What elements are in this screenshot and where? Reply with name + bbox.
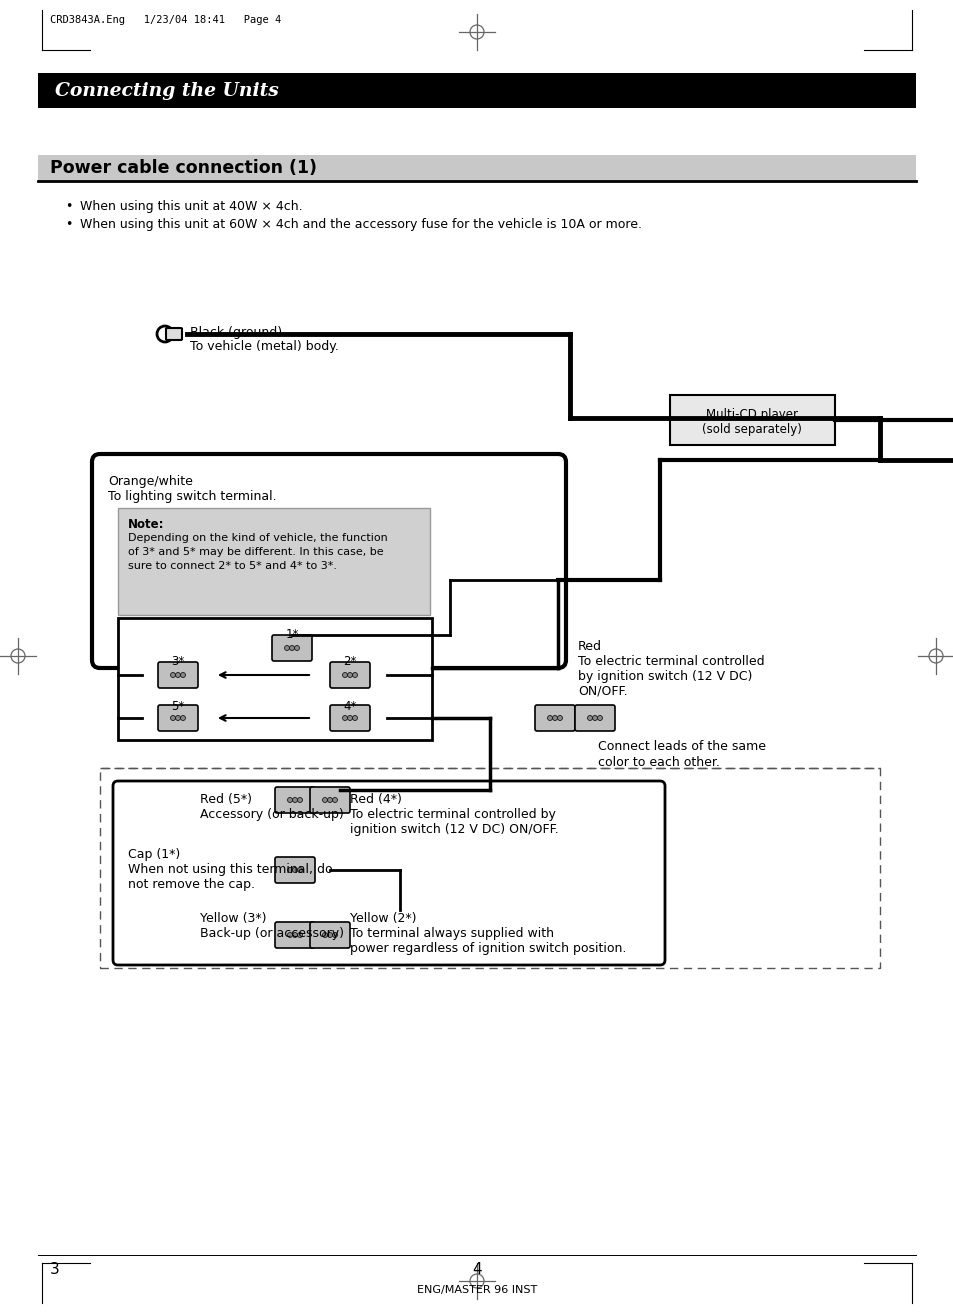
Text: To terminal always supplied with: To terminal always supplied with (350, 927, 554, 940)
Circle shape (175, 716, 180, 721)
Text: (sold separately): (sold separately) (701, 423, 801, 436)
Text: Yellow (2*): Yellow (2*) (350, 913, 416, 924)
Circle shape (547, 716, 552, 721)
Circle shape (327, 932, 333, 937)
Circle shape (289, 646, 294, 650)
Text: Note:: Note: (128, 519, 164, 530)
Text: To electric terminal controlled by: To electric terminal controlled by (350, 807, 556, 821)
Circle shape (333, 932, 337, 937)
Text: To vehicle (metal) body.: To vehicle (metal) body. (190, 340, 338, 353)
Circle shape (552, 716, 557, 721)
Bar (38, 155, 915, 181)
Bar (118, 508, 430, 614)
Text: •: • (65, 218, 72, 231)
Circle shape (342, 672, 347, 678)
FancyBboxPatch shape (575, 705, 615, 731)
Circle shape (327, 797, 333, 802)
Text: Back-up (or accessory): Back-up (or accessory) (200, 927, 344, 940)
FancyBboxPatch shape (158, 662, 198, 688)
Text: Yellow (3*): Yellow (3*) (200, 913, 266, 924)
Text: Accessory (or back-up): Accessory (or back-up) (200, 807, 343, 821)
Text: Cap (1*): Cap (1*) (128, 848, 180, 861)
Circle shape (352, 716, 357, 721)
Circle shape (287, 932, 293, 937)
Circle shape (322, 797, 327, 802)
Circle shape (287, 868, 293, 873)
Text: 3: 3 (50, 1262, 60, 1276)
Text: When using this unit at 60W × 4ch and the accessory fuse for the vehicle is 10A : When using this unit at 60W × 4ch and th… (80, 218, 641, 231)
FancyBboxPatch shape (166, 328, 182, 340)
Text: not remove the cap.: not remove the cap. (128, 878, 254, 892)
Text: Connecting the Units: Connecting the Units (55, 81, 278, 100)
Circle shape (347, 716, 352, 721)
Text: ignition switch (12 V DC) ON/OFF.: ignition switch (12 V DC) ON/OFF. (350, 823, 558, 836)
Bar (100, 768, 879, 968)
Circle shape (180, 672, 185, 678)
FancyBboxPatch shape (535, 705, 575, 731)
FancyBboxPatch shape (330, 662, 370, 688)
Text: color to each other.: color to each other. (598, 756, 720, 769)
FancyBboxPatch shape (112, 781, 664, 965)
Text: 3*: 3* (172, 655, 185, 668)
Text: 4*: 4* (343, 700, 356, 713)
FancyBboxPatch shape (274, 857, 314, 884)
Text: Connect leads of the same: Connect leads of the same (598, 741, 765, 752)
Circle shape (597, 716, 602, 721)
Circle shape (322, 932, 327, 937)
Text: ON/OFF.: ON/OFF. (578, 685, 627, 699)
Circle shape (333, 797, 337, 802)
Circle shape (347, 672, 352, 678)
Circle shape (171, 672, 175, 678)
Circle shape (294, 646, 299, 650)
Text: Red (5*): Red (5*) (200, 793, 252, 806)
Circle shape (175, 672, 180, 678)
Text: Depending on the kind of vehicle, the function
of 3* and 5* may be different. In: Depending on the kind of vehicle, the fu… (128, 533, 387, 571)
Text: 5*: 5* (172, 700, 185, 713)
Circle shape (293, 797, 297, 802)
FancyBboxPatch shape (330, 705, 370, 731)
Circle shape (293, 868, 297, 873)
Bar (669, 395, 834, 445)
Text: Red: Red (578, 639, 601, 653)
Text: Black (ground): Black (ground) (190, 326, 282, 339)
Text: Multi-CD player: Multi-CD player (705, 408, 797, 421)
Text: power regardless of ignition switch position.: power regardless of ignition switch posi… (350, 941, 626, 955)
FancyBboxPatch shape (91, 454, 565, 668)
Text: 4: 4 (472, 1262, 481, 1276)
FancyBboxPatch shape (274, 922, 314, 948)
Circle shape (592, 716, 597, 721)
Text: ENG/MASTER 96 INST: ENG/MASTER 96 INST (416, 1285, 537, 1295)
Text: When not using this terminal, do: When not using this terminal, do (128, 863, 333, 876)
Circle shape (171, 716, 175, 721)
Text: To lighting switch terminal.: To lighting switch terminal. (108, 490, 276, 503)
Circle shape (297, 932, 302, 937)
Text: CRD3843A.Eng   1/23/04 18:41   Page 4: CRD3843A.Eng 1/23/04 18:41 Page 4 (50, 14, 281, 25)
Text: Red (4*): Red (4*) (350, 793, 401, 806)
Circle shape (287, 797, 293, 802)
Bar (38, 74, 915, 108)
Text: When using this unit at 40W × 4ch.: When using this unit at 40W × 4ch. (80, 200, 302, 213)
Text: by ignition switch (12 V DC): by ignition switch (12 V DC) (578, 670, 752, 683)
Text: 2*: 2* (343, 655, 356, 668)
Text: Power cable connection (1): Power cable connection (1) (50, 159, 316, 177)
Circle shape (557, 716, 562, 721)
FancyBboxPatch shape (158, 705, 198, 731)
Circle shape (180, 716, 185, 721)
Bar (118, 618, 432, 741)
Circle shape (297, 797, 302, 802)
Circle shape (352, 672, 357, 678)
Text: 1*: 1* (285, 628, 298, 641)
Text: To electric terminal controlled: To electric terminal controlled (578, 655, 763, 668)
FancyBboxPatch shape (274, 786, 314, 813)
Circle shape (284, 646, 289, 650)
Circle shape (587, 716, 592, 721)
Text: •: • (65, 200, 72, 213)
Text: Orange/white: Orange/white (108, 475, 193, 488)
Circle shape (293, 932, 297, 937)
Circle shape (342, 716, 347, 721)
FancyBboxPatch shape (272, 635, 312, 660)
FancyBboxPatch shape (310, 786, 350, 813)
FancyBboxPatch shape (310, 922, 350, 948)
Circle shape (297, 868, 302, 873)
